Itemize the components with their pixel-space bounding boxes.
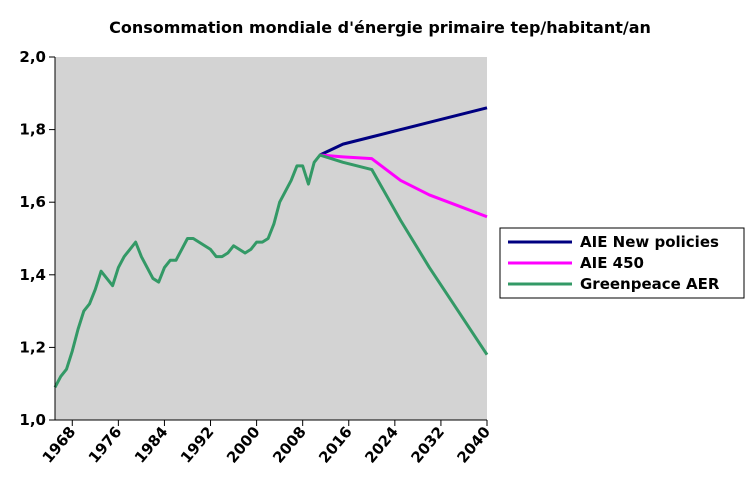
y-tick-label: 1,4 xyxy=(19,266,46,284)
x-tick-label: 1992 xyxy=(177,423,218,467)
y-tick-label: 1,0 xyxy=(19,411,46,429)
x-tick-label: 1968 xyxy=(39,423,80,467)
x-tick-label: 2032 xyxy=(407,423,448,467)
line-series xyxy=(53,153,489,389)
y-tick-label: 2,0 xyxy=(19,48,46,66)
plot-area xyxy=(55,57,487,420)
x-tick-label: 2016 xyxy=(315,423,356,467)
x-tick-label: 2040 xyxy=(453,423,494,467)
x-tick-label: 2008 xyxy=(269,423,310,467)
y-tick-label: 1,8 xyxy=(19,121,46,139)
x-tick-label: 2000 xyxy=(223,423,264,467)
x-tick-label: 2024 xyxy=(361,423,402,467)
line-series xyxy=(319,153,488,219)
legend-label: AIE New policies xyxy=(580,233,719,251)
x-tick-label: 1976 xyxy=(85,423,126,467)
legend-label: AIE 450 xyxy=(580,254,644,272)
y-tick-label: 1,6 xyxy=(19,193,46,211)
x-tick-label: 1984 xyxy=(131,423,172,467)
line-series xyxy=(319,106,488,157)
legend-label: Greenpeace AER xyxy=(580,275,720,293)
y-tick-label: 1,2 xyxy=(19,338,46,356)
chart-title: Consommation mondiale d'énergie primaire… xyxy=(109,18,651,37)
